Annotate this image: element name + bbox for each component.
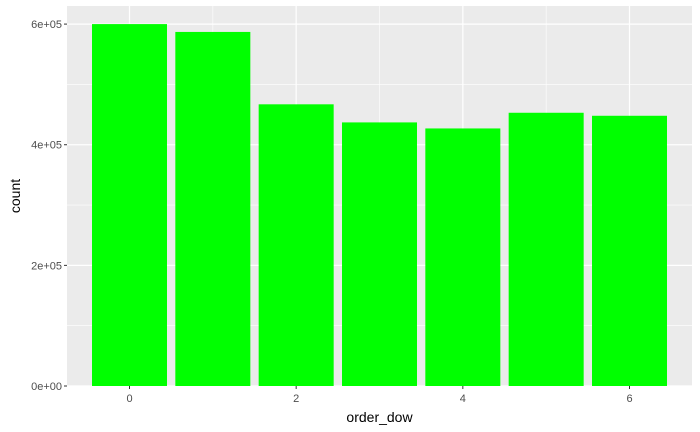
bar-6: [592, 115, 667, 387]
x-tick-label: 0: [126, 393, 132, 405]
y-axis-ticks: 0e+00 2e+05 4e+05 6e+05: [31, 19, 67, 393]
bar-4: [425, 128, 501, 386]
y-axis-title: count: [7, 179, 23, 213]
x-axis-title: order_dow: [346, 409, 413, 425]
bar-1: [175, 31, 251, 386]
x-tick-label: 6: [626, 393, 632, 405]
y-tick-label: 2e+05: [31, 260, 62, 272]
bar-0: [92, 24, 167, 386]
bar-2: [258, 104, 334, 387]
bars: [92, 24, 667, 387]
y-tick-label: 0e+00: [31, 381, 62, 393]
x-axis-ticks: 0 2 4 6: [126, 386, 633, 405]
y-tick-label: 4e+05: [31, 140, 62, 152]
x-tick-label: 2: [293, 393, 299, 405]
bar-5: [508, 112, 584, 386]
x-tick-label: 4: [460, 393, 466, 405]
bar-3: [342, 122, 417, 387]
y-tick-label: 6e+05: [31, 19, 62, 31]
